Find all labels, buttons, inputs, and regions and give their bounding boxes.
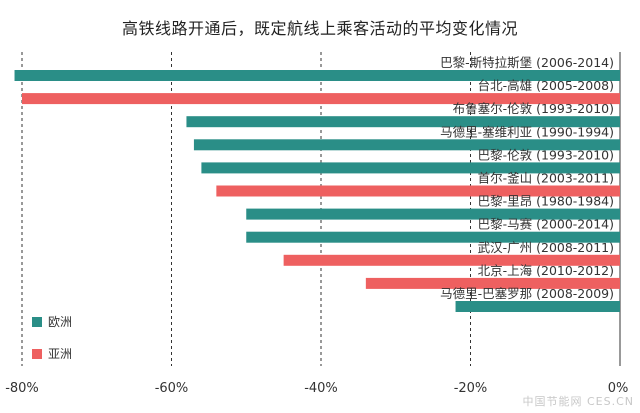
category-label-0: 巴黎-斯特拉斯堡 (2006-2014) (440, 55, 614, 70)
bar-8 (283, 254, 620, 266)
legend-label-1: 亚洲 (48, 347, 72, 361)
bar-6 (246, 208, 620, 220)
x-tick-label-1: -60% (155, 381, 189, 396)
category-label-8: 武汉-广州 (2008-2011) (478, 240, 614, 255)
bar-0 (14, 70, 620, 81)
x-tick-label-2: -40% (304, 381, 338, 396)
category-label-9: 北京-上海 (2010-2012) (478, 263, 614, 278)
bar-10 (455, 301, 620, 312)
bar-4 (201, 162, 620, 174)
watermark: 中国节能网 CES.CN (522, 395, 634, 408)
bar-7 (246, 231, 620, 243)
category-label-4: 巴黎-伦敦 (1993-2010) (478, 147, 614, 162)
category-label-2: 布鲁塞尔-伦敦 (1993-2010) (453, 101, 614, 116)
bar-2 (186, 116, 620, 128)
category-label-1: 台北-高雄 (2005-2008) (478, 78, 614, 93)
bar-9 (365, 277, 620, 289)
category-label-5: 首尔-釜山 (2003-2011) (478, 171, 614, 186)
legend-swatch-0 (32, 317, 42, 327)
bar-1 (22, 93, 620, 105)
x-tick-label-3: -20% (454, 381, 488, 396)
category-label-6: 巴黎-里昂 (1980-1984) (478, 194, 614, 209)
category-label-10: 马德里-巴塞罗那 (2008-2009) (440, 286, 614, 301)
category-label-3: 马德里-塞维利亚 (1990-1994) (440, 124, 614, 139)
chart-title: 高铁线路开通后，既定航线上乘客活动的平均变化情况 (121, 19, 518, 38)
legend-label-0: 欧洲 (48, 315, 72, 329)
bar-5 (216, 185, 620, 197)
x-tick-label-4: 0% (608, 381, 629, 396)
category-label-7: 巴黎-马赛 (2000-2014) (478, 217, 614, 232)
legend-swatch-1 (32, 349, 42, 359)
bar-3 (193, 139, 621, 151)
x-tick-label-0: -80% (5, 381, 39, 396)
